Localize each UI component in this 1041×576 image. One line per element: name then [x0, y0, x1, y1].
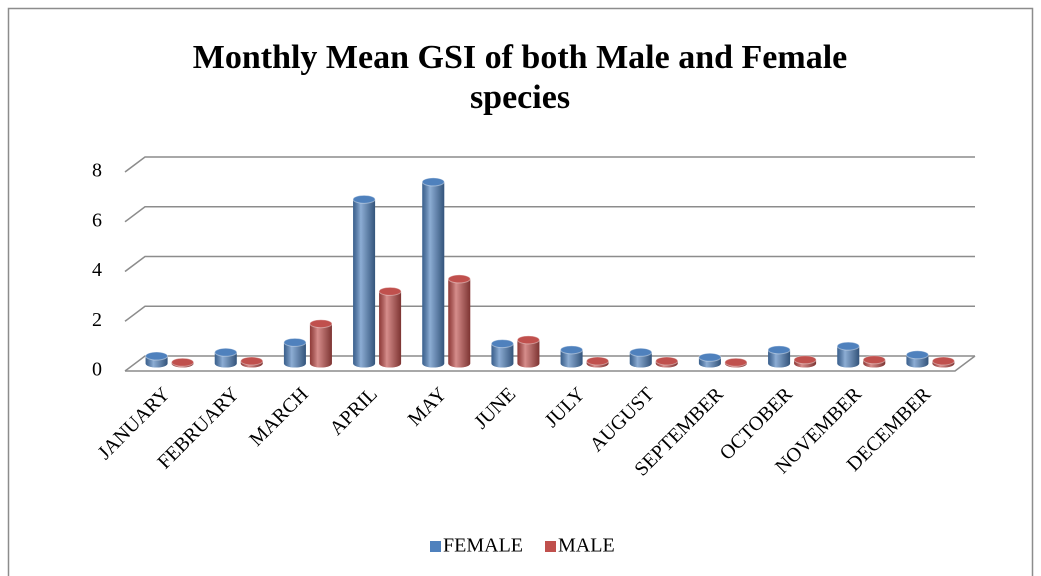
bar	[171, 357, 195, 368]
bar-top	[836, 341, 860, 351]
bar	[421, 177, 445, 368]
x-tick-label: MARCH	[245, 383, 312, 450]
bar-top	[905, 350, 929, 360]
bar-top	[171, 357, 195, 367]
bar-top	[793, 355, 817, 365]
bar	[767, 345, 791, 368]
bar	[516, 335, 540, 368]
bar	[490, 339, 514, 368]
grid-line	[124, 305, 975, 322]
bar	[793, 355, 817, 368]
bar	[309, 319, 333, 368]
grid-line	[124, 206, 975, 223]
legend-swatch	[545, 541, 556, 552]
bar-shade	[422, 181, 445, 368]
y-tick-label: 8	[92, 160, 102, 182]
bar-shade	[837, 346, 860, 368]
bar	[931, 356, 955, 368]
bar-top	[490, 339, 514, 349]
x-tick-label: AUGUST	[586, 383, 659, 456]
y-tick-label: 4	[92, 259, 102, 281]
bar	[905, 350, 929, 368]
legend-label: FEMALE	[443, 535, 523, 557]
bar-top	[240, 356, 264, 366]
bar-top	[378, 286, 402, 296]
bar	[862, 355, 886, 368]
legend-label: MALE	[558, 535, 615, 557]
bar	[698, 352, 722, 368]
bar	[283, 337, 307, 368]
bar-shade	[560, 349, 583, 368]
grid-line	[124, 156, 975, 173]
bar	[724, 357, 748, 368]
bar-top	[214, 347, 238, 357]
bar-shade	[448, 278, 471, 368]
chart-title: Monthly Mean GSI of both Male and Female…	[192, 39, 848, 116]
bar-top	[931, 356, 955, 366]
bar-top	[352, 194, 376, 204]
bar-shade	[309, 323, 332, 368]
bar	[352, 194, 376, 368]
x-tick-label: APRIL	[325, 383, 381, 439]
bar-top	[862, 355, 886, 365]
bar-top	[309, 319, 333, 329]
bar	[447, 274, 471, 368]
bar-shade	[353, 199, 376, 368]
bar-top	[586, 356, 610, 366]
bar-shade	[491, 343, 514, 368]
chart-border	[7, 7, 1034, 576]
bar-top	[421, 177, 445, 187]
x-tick-label: MAY	[404, 383, 451, 430]
y-tick-label: 6	[92, 209, 102, 231]
grid-line	[124, 255, 975, 273]
bar-shade	[379, 291, 402, 368]
x-tick-label: JUNE	[470, 383, 520, 433]
bar-top	[447, 274, 471, 284]
bar-shade	[214, 352, 237, 368]
bar-top	[560, 345, 584, 355]
bar	[655, 356, 679, 368]
bar-shade	[517, 339, 540, 368]
bar	[629, 347, 653, 368]
bar	[378, 286, 402, 368]
bar-top	[283, 337, 307, 347]
bar	[836, 341, 860, 368]
bar	[240, 356, 264, 368]
bar	[586, 356, 610, 368]
bar-top	[724, 357, 748, 367]
x-tick-label: JULY	[541, 383, 590, 432]
bar-shade	[283, 342, 306, 368]
y-tick-label: 2	[92, 309, 102, 331]
bar-top	[698, 352, 722, 362]
grid-line	[124, 355, 975, 372]
legend-swatch	[430, 541, 441, 552]
bar-top	[629, 347, 653, 357]
bar-top	[767, 345, 791, 355]
floor	[125, 355, 976, 372]
bar-top	[655, 356, 679, 366]
bar	[214, 347, 238, 368]
bar-shade	[629, 352, 652, 368]
y-tick-label: 0	[92, 359, 102, 381]
bar	[145, 351, 169, 368]
bar-top	[516, 335, 540, 345]
bar	[560, 345, 584, 368]
bar-top	[145, 351, 169, 361]
bar-shade	[768, 349, 791, 368]
